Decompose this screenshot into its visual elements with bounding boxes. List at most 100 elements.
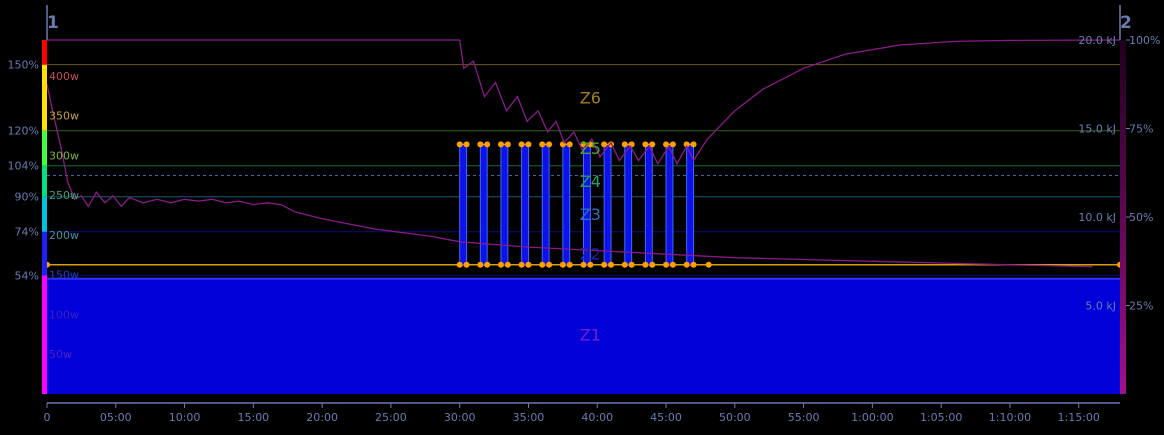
workout-blocks [44, 141, 1123, 268]
workout-point [690, 261, 697, 268]
zone-label-z6: Z6 [580, 89, 601, 108]
workout-point [587, 261, 594, 268]
zone-color-bar [42, 165, 47, 197]
workout-point [601, 261, 608, 268]
x-tick-label: 1:10:00 [989, 411, 1031, 424]
workout-point [518, 261, 525, 268]
wprime-percent-label: 25% [1129, 300, 1153, 313]
wprime-percent-label: 50% [1129, 211, 1153, 224]
energy-label: 5.0 kJ [1085, 300, 1116, 313]
interval-block [666, 144, 673, 265]
x-tick-label: 35:00 [513, 411, 545, 424]
interval-block [583, 144, 591, 265]
percent-label: 74% [15, 226, 39, 239]
zone-label-z3: Z3 [580, 205, 601, 224]
base-block [47, 278, 1120, 394]
zone-label-z2: Z2 [580, 245, 601, 264]
zone-label-z5: Z5 [580, 139, 601, 158]
workout-point [663, 261, 670, 268]
workout-point [566, 141, 573, 148]
workout-point [621, 261, 628, 268]
power-label: 50w [49, 348, 72, 361]
power-label: 200w [49, 229, 79, 242]
power-label: 150w [49, 269, 79, 282]
workout-point [546, 141, 553, 148]
x-tick-label: 55:00 [788, 411, 820, 424]
workout-point [621, 141, 628, 148]
workout-point [504, 141, 511, 148]
percent-label: 90% [15, 191, 39, 204]
wprime-percent-label: 100% [1129, 34, 1160, 47]
workout-point [649, 261, 656, 268]
interval-block [480, 144, 488, 265]
x-tick-label: 15:00 [237, 411, 269, 424]
zone-label-z1: Z1 [580, 326, 601, 345]
workout-point [669, 261, 676, 268]
workout-point [518, 141, 525, 148]
workout-point [477, 141, 484, 148]
x-tick-label: 30:00 [444, 411, 476, 424]
interval-block [542, 144, 550, 265]
percent-label: 54% [15, 269, 39, 282]
power-label: 400w [49, 70, 79, 83]
x-tick-label: 45:00 [650, 411, 682, 424]
workout-point [683, 261, 690, 268]
workout-point [463, 261, 470, 268]
workout-point [601, 141, 608, 148]
wprime-line [47, 39, 1121, 166]
workout-point [546, 261, 553, 268]
workout-point [669, 141, 676, 148]
workout-point [663, 141, 670, 148]
x-tick-label: 25:00 [375, 411, 407, 424]
x-tick-label: 1:00:00 [851, 411, 893, 424]
workout-point [580, 261, 587, 268]
x-tick-label: 05:00 [100, 411, 132, 424]
zone-fills [47, 277, 1120, 394]
energy-label: 15.0 kJ [1078, 123, 1116, 136]
x-tick-label: 40:00 [581, 411, 613, 424]
zone-label-z4: Z4 [580, 172, 601, 191]
percent-label: 104% [8, 160, 39, 173]
interval-block [604, 144, 612, 265]
workout-point [497, 261, 504, 268]
workout-point [477, 261, 484, 268]
workout-point [539, 261, 546, 268]
workout-point [608, 261, 615, 268]
workout-point [628, 261, 635, 268]
data-lines [46, 39, 1121, 268]
workout-point [484, 141, 491, 148]
x-tick-label: 1:15:00 [1058, 411, 1100, 424]
x-tick-label: 50:00 [719, 411, 751, 424]
power-label: 100w [49, 308, 79, 321]
zone-color-bar [42, 196, 47, 232]
interval-block [624, 144, 632, 265]
energy-label: 10.0 kJ [1078, 211, 1116, 224]
zone-color-bar [42, 275, 47, 394]
workout-point [484, 261, 491, 268]
percent-label: 120% [8, 125, 39, 138]
interval-block [562, 144, 570, 265]
zone-color-bar [42, 231, 47, 276]
interval-block [686, 144, 694, 265]
workout-point [456, 141, 463, 148]
power-label: 350w [49, 110, 79, 123]
workout-point [504, 261, 511, 268]
workout-point [559, 261, 566, 268]
right-axis-number: 2 [1120, 13, 1132, 33]
percent-label: 150% [8, 59, 39, 72]
power-label: 300w [49, 149, 79, 162]
labels: Z1 Z2 Z3 Z4 Z5 Z6 400w 350w 300w 250w 200w 150w 100w… [8, 34, 1161, 361]
workout-point [539, 141, 546, 148]
power-label: 250w [49, 189, 79, 202]
x-tick-label: 20:00 [306, 411, 338, 424]
workout-point [525, 141, 532, 148]
workout-point [525, 261, 532, 268]
workout-point [649, 141, 656, 148]
workout-point [566, 261, 573, 268]
energy-line [46, 84, 1093, 268]
interval-block [459, 144, 467, 265]
right-energy-bar [1120, 40, 1126, 394]
workout-point [456, 261, 463, 268]
